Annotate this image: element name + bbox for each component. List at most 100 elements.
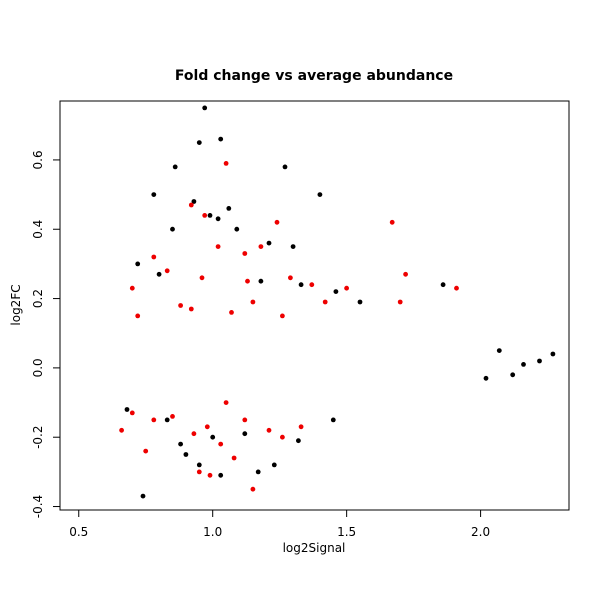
data-point — [250, 486, 256, 492]
data-point — [288, 275, 293, 281]
data-point — [191, 431, 197, 437]
points-layer — [119, 105, 556, 499]
data-point — [298, 424, 304, 430]
data-point — [389, 219, 395, 225]
data-point — [357, 299, 363, 305]
data-point — [172, 164, 178, 170]
y-axis-label: log2FC — [9, 284, 23, 325]
data-point — [280, 434, 285, 440]
data-point — [333, 289, 339, 294]
y-tick-label: -0.2 — [31, 426, 45, 449]
data-point — [226, 206, 232, 211]
data-point — [215, 244, 221, 250]
data-point — [119, 427, 124, 433]
data-point — [135, 313, 141, 319]
data-point — [196, 469, 202, 475]
data-point — [454, 285, 459, 291]
data-point — [258, 244, 264, 250]
data-point — [202, 213, 208, 218]
data-point — [344, 285, 349, 291]
data-point — [296, 438, 301, 444]
y-axis: -0.4 -0.2 0.0 0.2 0.4 0.6 — [31, 150, 61, 518]
data-point — [510, 372, 516, 378]
data-point — [178, 441, 184, 447]
data-point — [223, 161, 229, 166]
data-point — [156, 271, 162, 277]
data-point — [280, 313, 285, 319]
chart-title: Fold change vs average abundance — [175, 68, 453, 84]
data-point — [143, 448, 149, 454]
data-point — [218, 472, 224, 478]
data-point — [245, 278, 250, 284]
data-point — [135, 261, 141, 267]
data-point — [234, 226, 240, 232]
data-point — [196, 462, 202, 468]
y-tick-label: 0.0 — [31, 358, 45, 377]
data-point — [290, 244, 296, 250]
data-point — [271, 462, 277, 468]
data-point — [218, 441, 224, 447]
data-point — [151, 417, 157, 423]
data-point — [202, 105, 208, 111]
data-point — [164, 268, 170, 274]
data-point — [188, 306, 194, 312]
data-point — [403, 271, 408, 277]
data-point — [521, 362, 526, 367]
data-point — [537, 358, 542, 364]
data-point — [170, 226, 175, 232]
x-tick-label: 0.5 — [69, 525, 88, 539]
data-point — [204, 424, 210, 430]
data-point — [317, 192, 323, 198]
y-tick-label: 0.2 — [31, 289, 45, 308]
data-point — [164, 417, 170, 423]
data-point — [298, 282, 304, 288]
data-point — [140, 493, 146, 499]
data-point — [191, 199, 197, 204]
data-point — [255, 469, 261, 475]
data-point — [196, 140, 202, 146]
data-point — [183, 452, 189, 457]
data-point — [496, 348, 502, 353]
x-tick-label: 1.5 — [337, 525, 356, 539]
data-point — [330, 417, 336, 423]
data-point — [242, 431, 248, 437]
data-point — [309, 282, 315, 288]
data-point — [218, 136, 224, 142]
data-point — [242, 251, 248, 256]
data-point — [229, 310, 234, 315]
data-point — [397, 299, 403, 305]
data-point — [322, 299, 328, 305]
data-point — [188, 202, 194, 208]
data-point — [483, 375, 489, 381]
data-point — [231, 455, 237, 461]
data-point — [550, 351, 556, 357]
y-tick-label: -0.4 — [31, 495, 45, 518]
data-point — [440, 282, 446, 288]
data-point — [210, 434, 216, 440]
data-point — [207, 472, 213, 478]
x-axis-label: log2Signal — [283, 541, 346, 555]
data-point — [282, 164, 288, 170]
data-point — [274, 219, 280, 225]
data-point — [207, 213, 213, 218]
y-tick-label: 0.6 — [31, 150, 45, 169]
data-point — [151, 192, 157, 198]
data-point — [258, 278, 264, 284]
data-point — [242, 417, 248, 423]
data-point — [170, 414, 175, 419]
data-point — [250, 299, 256, 305]
data-point — [199, 275, 205, 281]
data-point — [129, 285, 135, 291]
x-axis: 0.5 1.0 1.5 2.0 — [69, 509, 490, 539]
data-point — [178, 303, 184, 308]
data-point — [266, 240, 272, 246]
data-point — [223, 400, 229, 405]
data-point — [151, 254, 157, 260]
data-point — [215, 216, 221, 222]
data-point — [129, 410, 135, 416]
y-tick-label: 0.4 — [31, 220, 45, 239]
data-point — [124, 407, 130, 412]
data-point — [266, 427, 272, 433]
